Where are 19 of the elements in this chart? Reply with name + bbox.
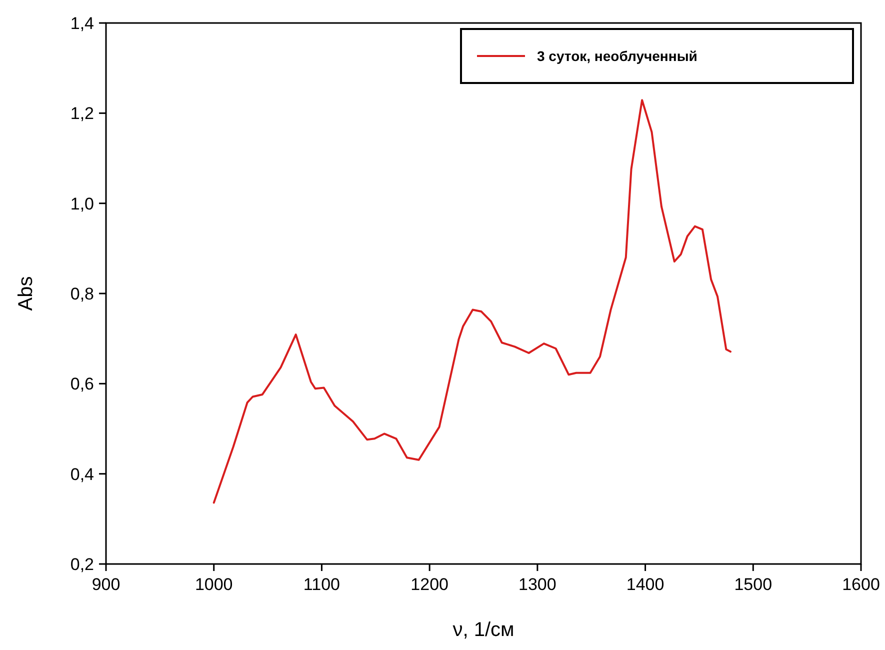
x-tick-label: 1200 — [410, 575, 448, 594]
y-tick-label: 0,6 — [70, 374, 94, 394]
y-axis-title: Abs — [15, 276, 37, 311]
y-tick-label: 0,8 — [70, 284, 94, 304]
legend-label: 3 суток, необлученный — [537, 48, 698, 64]
y-tick-label: 0,4 — [70, 464, 94, 484]
x-tick-label: 900 — [92, 575, 120, 594]
x-tick-label: 1000 — [194, 575, 233, 594]
y-tick-label: 0,2 — [70, 555, 94, 574]
y-tick-label: 1,4 — [70, 14, 94, 33]
line-series — [212, 99, 732, 504]
x-axis-title: ν, 1/см — [452, 619, 514, 641]
x-tick-label: 1500 — [734, 575, 772, 594]
x-tick-label: 1300 — [518, 575, 556, 594]
x-tick-label: 1600 — [842, 575, 880, 594]
x-tick-label: 1100 — [303, 575, 340, 594]
y-tick-label: 1,0 — [70, 194, 94, 214]
y-tick-label: 1,2 — [70, 104, 94, 124]
x-tick-label: 1400 — [626, 575, 664, 594]
